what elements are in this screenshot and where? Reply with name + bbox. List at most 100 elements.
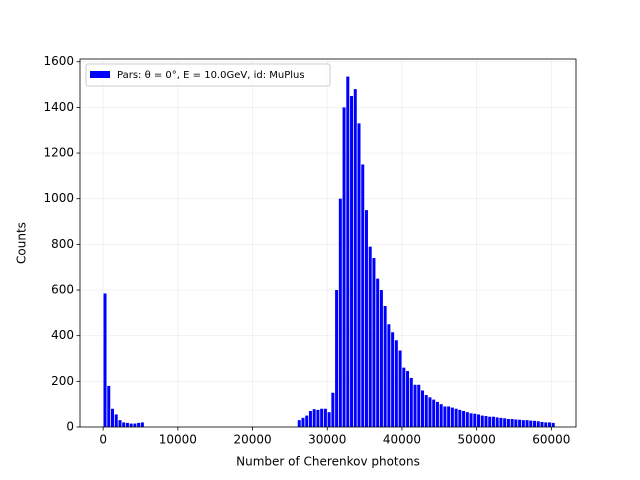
y-tick-label: 1600 (43, 54, 74, 68)
bar (443, 406, 447, 427)
bar (368, 246, 372, 427)
bar (125, 422, 129, 427)
bar (357, 123, 361, 428)
bar (107, 385, 111, 427)
bar (458, 409, 462, 427)
bar (533, 420, 537, 427)
bar (364, 210, 368, 427)
x-tick-label: 40000 (383, 433, 421, 447)
y-tick-label: 0 (66, 420, 74, 434)
bar (111, 408, 114, 427)
bar (529, 420, 533, 427)
bar (114, 414, 118, 427)
bar (491, 416, 495, 427)
bar (477, 414, 481, 427)
bar (454, 408, 458, 427)
bar (473, 413, 477, 427)
bar (536, 421, 540, 427)
bar (480, 415, 484, 427)
bar (346, 76, 350, 428)
bar (514, 419, 518, 427)
bar (469, 413, 473, 427)
bar (305, 415, 309, 427)
x-tick-label: 10000 (159, 433, 197, 447)
bar (394, 340, 398, 427)
y-tick-label: 200 (51, 374, 74, 388)
bar (465, 412, 469, 427)
bar (137, 422, 141, 427)
bar (353, 89, 357, 427)
plot-frame (79, 58, 577, 428)
bar (439, 404, 443, 427)
y-axis-label: Counts (15, 222, 29, 264)
bar (331, 392, 335, 427)
y-tick-label: 1400 (43, 100, 74, 114)
bar (435, 401, 439, 427)
bar (342, 107, 346, 427)
bar (521, 420, 525, 427)
bar (308, 411, 312, 427)
bar (421, 390, 424, 427)
bar (432, 399, 436, 427)
bar (327, 412, 331, 427)
bar (402, 367, 406, 427)
y-tick-label: 1000 (43, 191, 74, 205)
bar (428, 397, 432, 427)
bar (361, 164, 365, 427)
x-tick-label: 50000 (458, 433, 496, 447)
x-tick-label: 0 (99, 433, 107, 447)
bar (316, 409, 320, 427)
bar (122, 422, 126, 427)
bar (398, 350, 402, 427)
bar (383, 306, 387, 427)
legend-label: Pars: θ = 0°, E = 10.0GeV, id: MuPlus (117, 70, 305, 81)
bar (409, 377, 413, 427)
bar (301, 417, 305, 427)
bar (506, 419, 510, 427)
bar (510, 419, 514, 427)
bar (391, 332, 395, 427)
bar (376, 278, 380, 427)
bar (484, 416, 488, 427)
bar (544, 422, 548, 427)
bar (525, 420, 529, 427)
bar (312, 409, 316, 427)
y-tick-label: 600 (51, 283, 74, 297)
bar (540, 421, 544, 427)
x-tick-label: 60000 (532, 433, 570, 447)
bar (133, 423, 137, 427)
bar (450, 407, 454, 427)
bar (118, 420, 122, 427)
bar (518, 419, 522, 427)
bar (379, 290, 383, 427)
bar (417, 384, 421, 427)
y-tick-label: 400 (51, 328, 74, 342)
bar (140, 422, 144, 427)
bar (335, 290, 339, 427)
bar (323, 408, 327, 427)
y-tick-label: 800 (51, 237, 74, 251)
bar (320, 408, 324, 427)
bar (447, 406, 451, 427)
bar (462, 411, 466, 427)
y-tick-label: 1200 (43, 146, 74, 160)
bar (495, 417, 499, 427)
bar (551, 422, 555, 427)
bar (406, 371, 410, 427)
bar (499, 417, 503, 427)
legend-box (85, 63, 331, 87)
bar (413, 384, 417, 427)
bar (350, 95, 354, 427)
bar (488, 416, 492, 427)
legend-swatch (90, 71, 110, 78)
bar (103, 293, 107, 427)
bar (424, 395, 428, 427)
bar (338, 198, 342, 427)
bar (547, 422, 551, 427)
bar (372, 258, 376, 427)
x-axis-label: Number of Cherenkov photons (236, 455, 420, 469)
x-tick-label: 20000 (233, 433, 271, 447)
bar (129, 423, 133, 427)
x-tick-label: 30000 (308, 433, 346, 447)
